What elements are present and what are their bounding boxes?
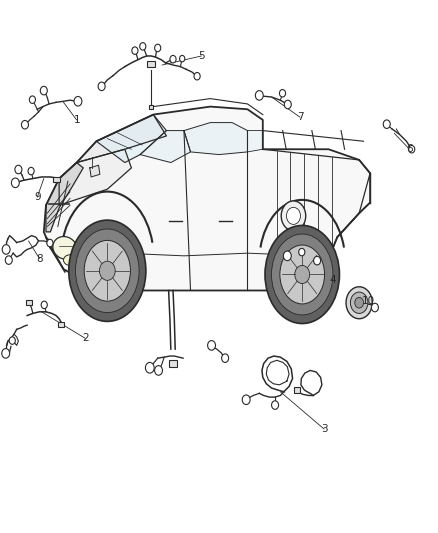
Polygon shape (77, 115, 166, 163)
Circle shape (180, 55, 185, 62)
Bar (169, 360, 177, 367)
Text: 8: 8 (36, 254, 43, 263)
Ellipse shape (280, 245, 325, 304)
Text: 6: 6 (406, 144, 413, 154)
Circle shape (47, 239, 53, 247)
Circle shape (222, 354, 229, 362)
Circle shape (286, 207, 300, 224)
Text: 4: 4 (329, 275, 336, 285)
Circle shape (41, 301, 47, 309)
Bar (149, 105, 153, 109)
Circle shape (350, 292, 368, 313)
Text: 3: 3 (321, 424, 328, 434)
Text: 9: 9 (34, 192, 41, 202)
Circle shape (283, 251, 291, 261)
Circle shape (155, 366, 162, 375)
Bar (26, 300, 32, 305)
Text: 10: 10 (361, 296, 374, 306)
Circle shape (242, 395, 250, 405)
Bar (147, 61, 155, 67)
Circle shape (295, 265, 310, 284)
Circle shape (281, 201, 306, 231)
Bar (58, 322, 64, 327)
Circle shape (15, 165, 22, 174)
Polygon shape (44, 107, 370, 290)
Circle shape (170, 55, 176, 63)
Polygon shape (184, 123, 247, 155)
Circle shape (279, 90, 286, 97)
Circle shape (98, 82, 105, 91)
Text: 1: 1 (73, 115, 80, 125)
Bar (294, 387, 300, 393)
Circle shape (29, 96, 35, 103)
Circle shape (132, 47, 138, 54)
Text: 7: 7 (297, 112, 304, 122)
Polygon shape (247, 131, 263, 152)
Circle shape (74, 96, 82, 106)
Circle shape (355, 297, 364, 308)
Ellipse shape (64, 255, 77, 265)
Circle shape (11, 178, 19, 188)
Polygon shape (90, 165, 100, 177)
Circle shape (299, 248, 305, 256)
Ellipse shape (265, 225, 339, 324)
Circle shape (9, 337, 15, 344)
Bar (53, 177, 60, 182)
Polygon shape (140, 131, 191, 163)
Circle shape (2, 245, 10, 254)
Circle shape (99, 261, 115, 280)
Circle shape (145, 362, 154, 373)
Circle shape (208, 341, 215, 350)
Circle shape (2, 349, 10, 358)
Circle shape (28, 167, 34, 175)
Circle shape (194, 72, 200, 80)
Ellipse shape (75, 229, 139, 312)
Circle shape (383, 120, 390, 128)
Circle shape (346, 287, 372, 319)
Circle shape (255, 91, 263, 100)
Circle shape (371, 303, 378, 312)
Circle shape (284, 100, 291, 109)
Circle shape (314, 256, 321, 265)
Ellipse shape (69, 220, 146, 321)
Text: 2: 2 (82, 334, 89, 343)
Circle shape (40, 86, 47, 95)
Polygon shape (96, 115, 166, 163)
Ellipse shape (84, 240, 131, 301)
Circle shape (21, 120, 28, 129)
Ellipse shape (53, 237, 77, 259)
Circle shape (155, 44, 161, 52)
Polygon shape (46, 163, 83, 232)
Polygon shape (59, 149, 131, 205)
Circle shape (140, 43, 146, 50)
Circle shape (5, 256, 12, 264)
Ellipse shape (272, 234, 333, 315)
Text: 5: 5 (198, 51, 205, 61)
Circle shape (409, 146, 415, 153)
Circle shape (272, 401, 279, 409)
